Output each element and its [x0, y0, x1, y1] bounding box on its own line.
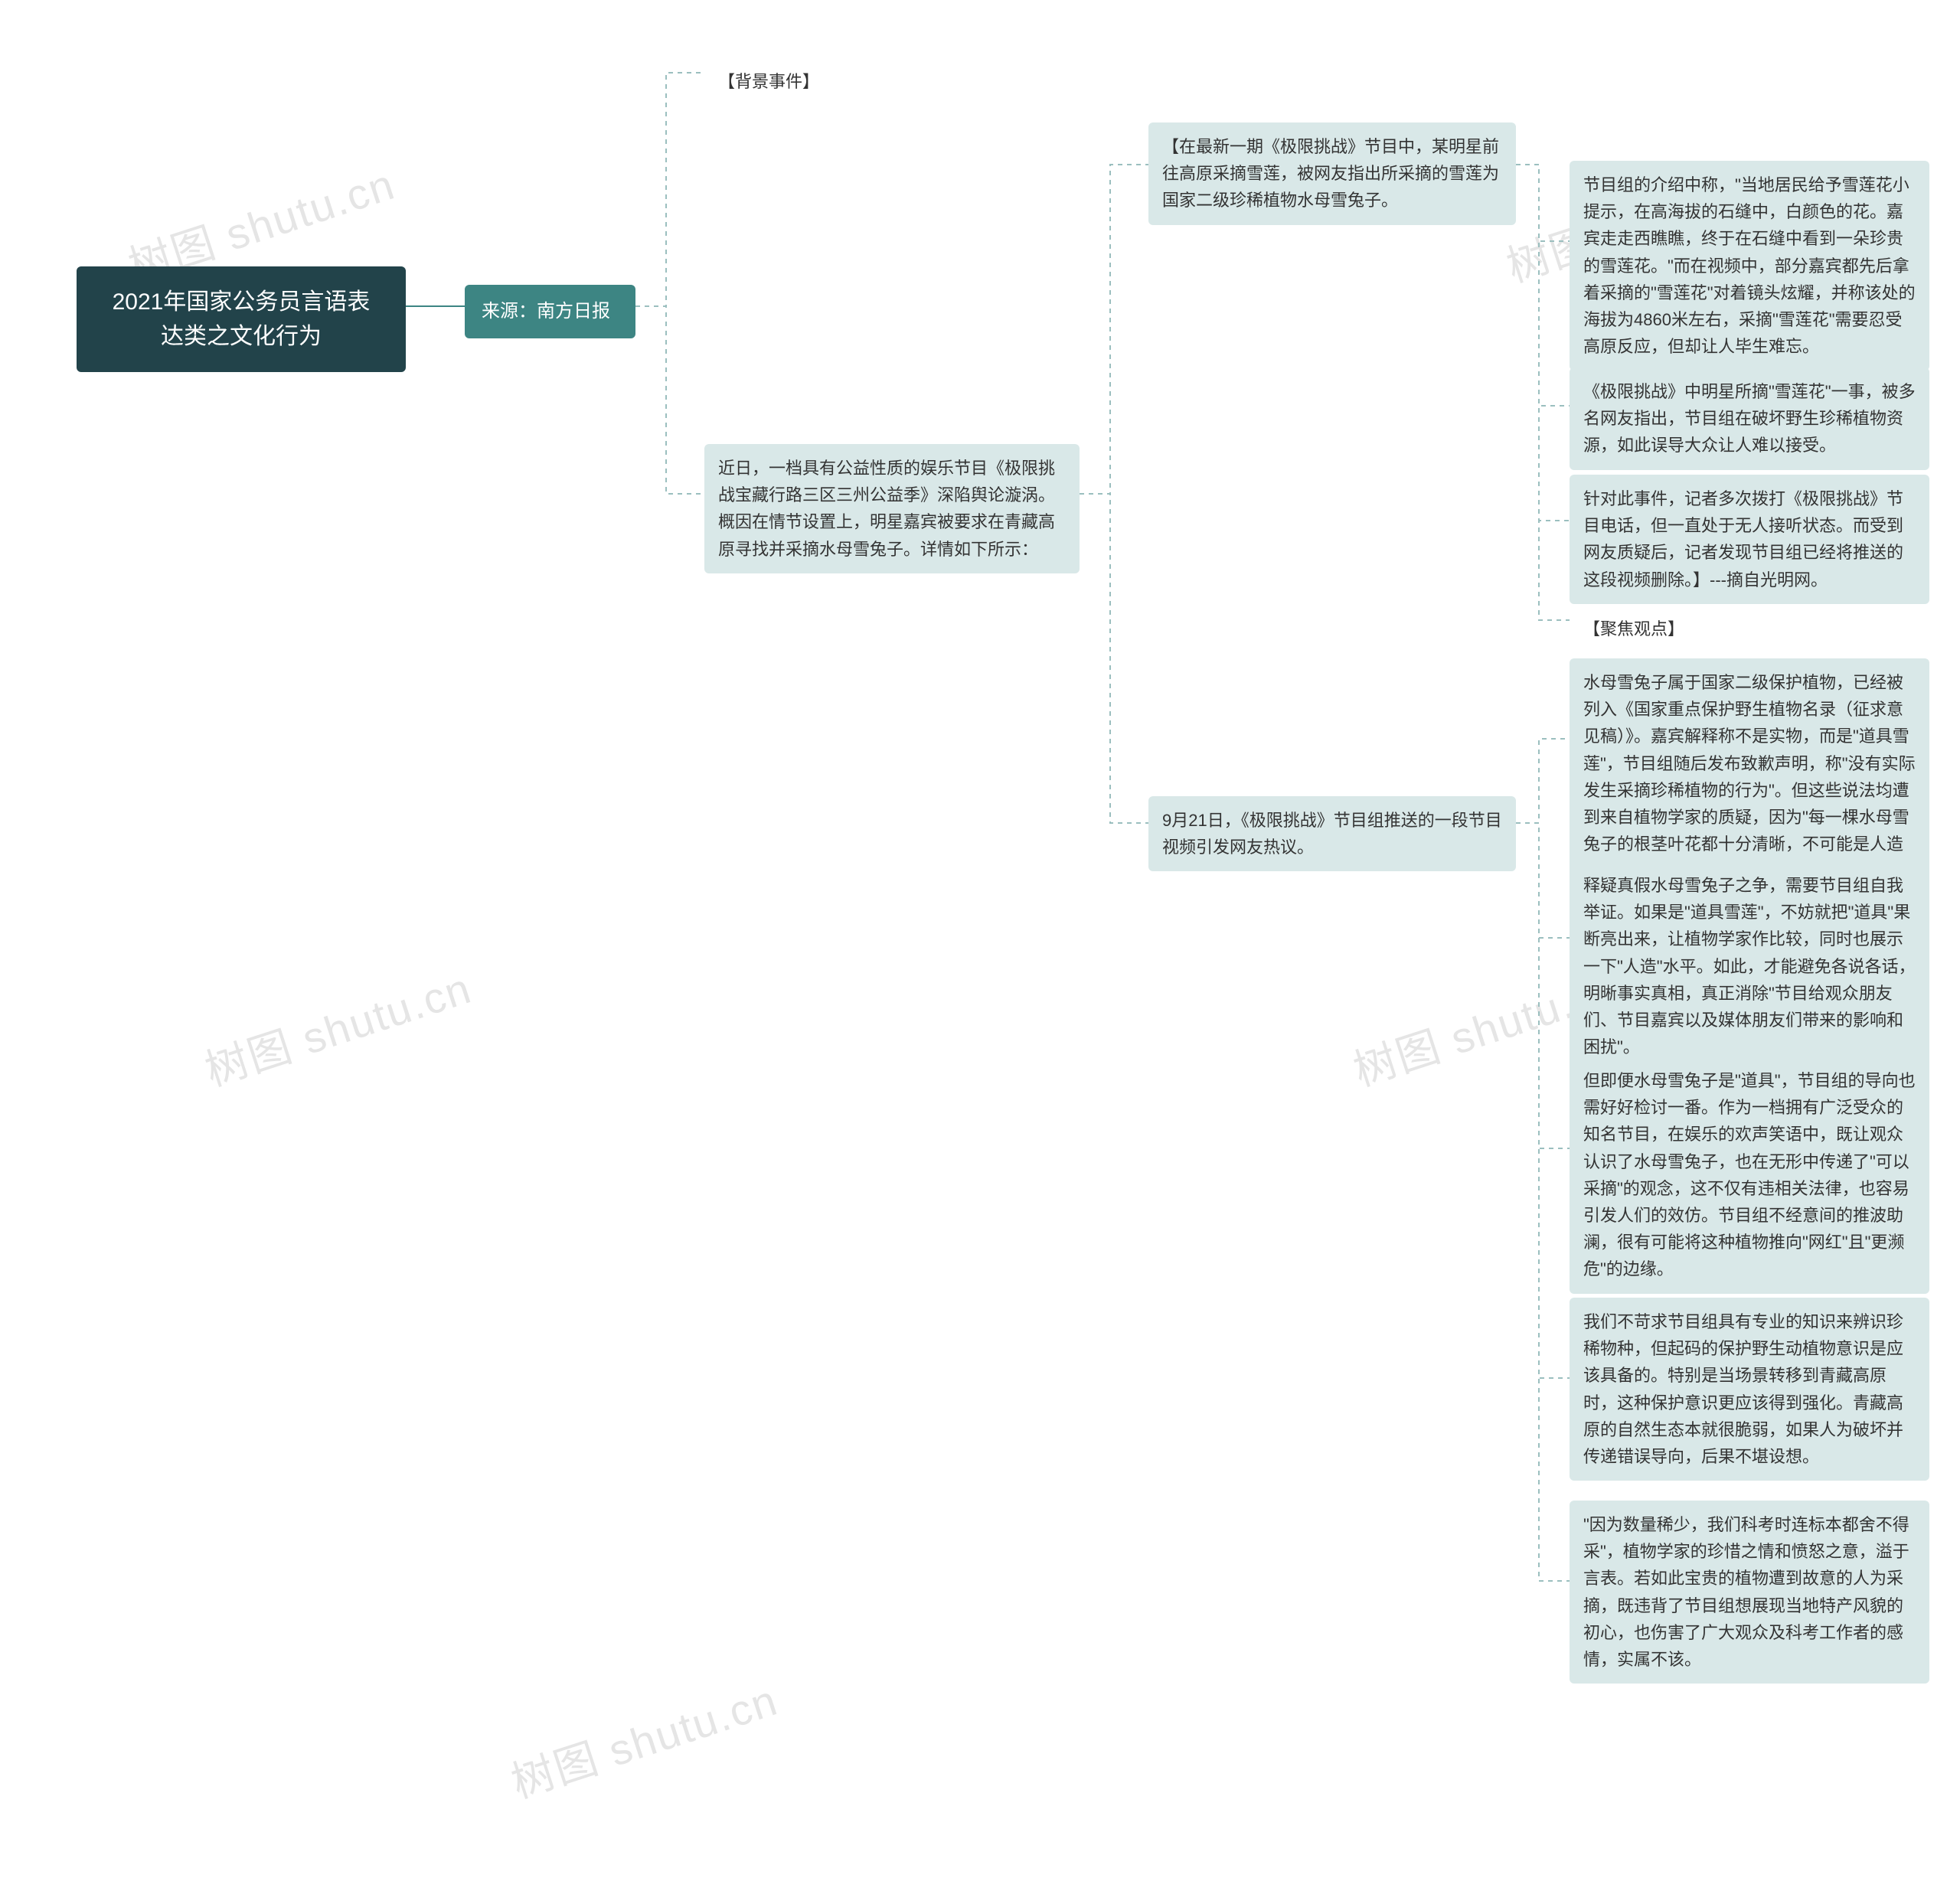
l5-n7: 我们不苛求节目组具有专业的知识来辨识珍稀物种，但起码的保护野生动植物意识是应该具…: [1570, 1298, 1929, 1481]
root-title-line1: 2021年国家公务员言语表: [113, 289, 371, 315]
source-label: 来源：南方日报: [482, 301, 610, 322]
l5-n8: "因为数量稀少，我们科考时连标本都舍不得采"，植物学家的珍惜之情和愤怒之意，溢于…: [1570, 1501, 1929, 1684]
l5-n3: 针对此事件，记者多次拨打《极限挑战》节目电话，但一直处于无人接听状态。而受到网友…: [1570, 475, 1929, 604]
bg-event-label: 【背景事件】: [704, 57, 858, 106]
watermark: 树图 shutu.cn: [502, 1666, 785, 1811]
l5-n1: 节目组的介绍中称，"当地居民给予雪莲花小提示，在高海拔的石缝中，白颜色的花。嘉宾…: [1570, 161, 1929, 371]
intro-node: 近日，一档具有公益性质的娱乐节目《极限挑战宝藏行路三区三州公益季》深陷舆论漩涡。…: [704, 444, 1080, 573]
watermark: 树图 shutu.cn: [196, 954, 479, 1099]
l5-n5: 释疑真假水母雪兔子之争，需要节目组自我举证。如果是"道具雪莲"，不妨就把"道具"…: [1570, 861, 1929, 1071]
l5-n6: 但即便水母雪兔子是"道具"，节目组的导向也需好好检讨一番。作为一档拥有广泛受众的…: [1570, 1057, 1929, 1294]
root-node: 2021年国家公务员言语表 达类之文化行为: [77, 266, 406, 372]
focus-label: 【聚焦观点】: [1570, 605, 1723, 653]
source-node: 来源：南方日报: [465, 285, 635, 338]
event-detail-node: 【在最新一期《极限挑战》节目中，某明星前往高原采摘雪莲，被网友指出所采摘的雪莲为…: [1148, 122, 1516, 225]
l5-n4: 水母雪兔子属于国家二级保护植物，已经被列入《国家重点保护野生植物名录（征求意见稿…: [1570, 658, 1929, 896]
sept21-node: 9月21日，《极限挑战》节目组推送的一段节目视频引发网友热议。: [1148, 796, 1516, 871]
root-title-line2: 达类之文化行为: [161, 324, 322, 349]
l5-n2: 《极限挑战》中明星所摘"雪莲花"一事，被多名网友指出，节目组在破坏野生珍稀植物资…: [1570, 367, 1929, 470]
